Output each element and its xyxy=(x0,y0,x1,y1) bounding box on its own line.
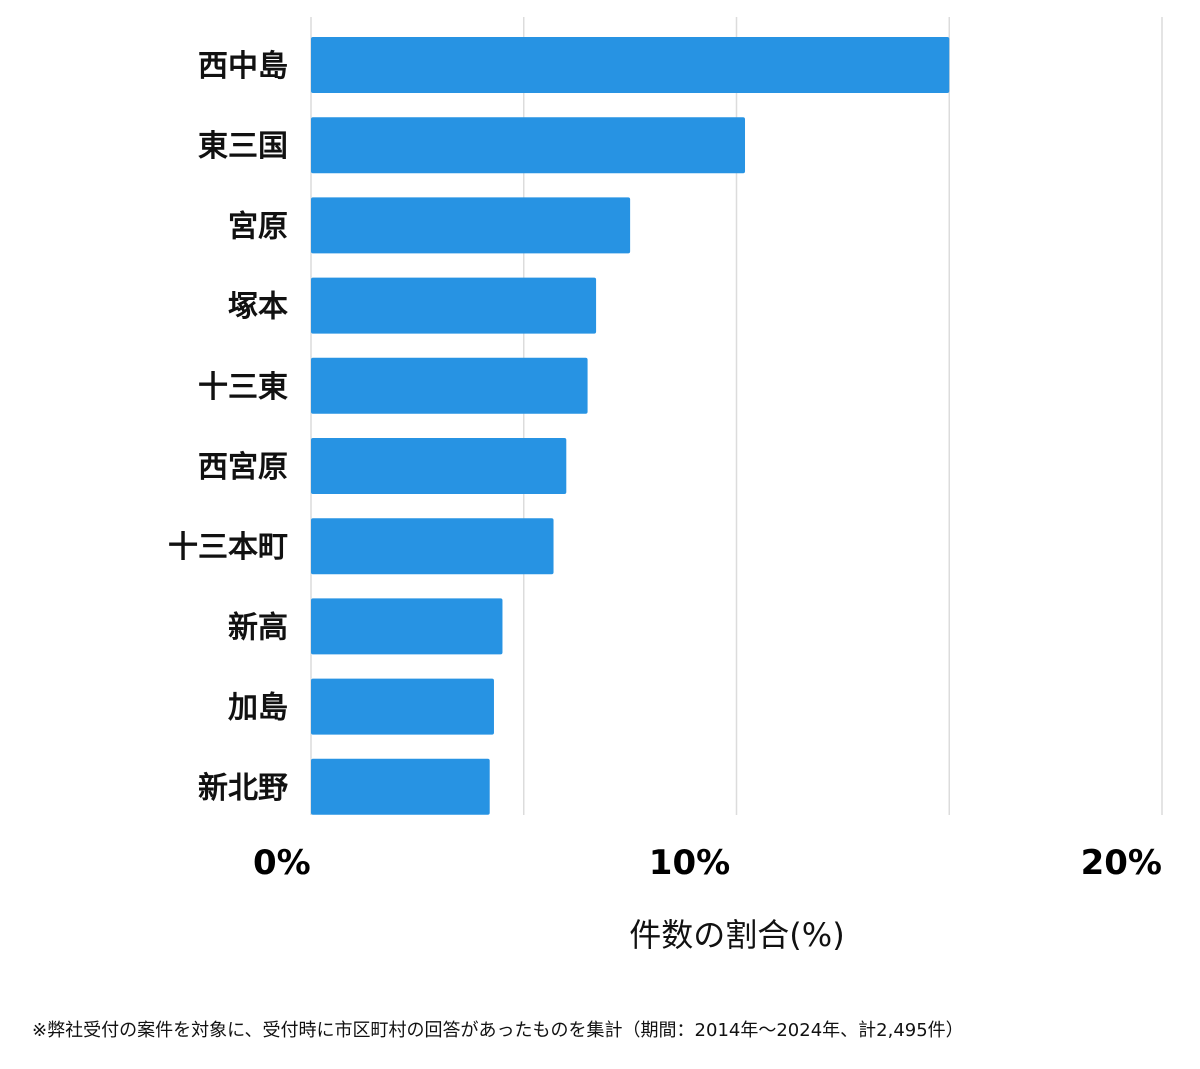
category-label: 新高 xyxy=(228,610,288,645)
bar xyxy=(311,518,554,575)
bars xyxy=(311,37,950,815)
x-tick-label: 10% xyxy=(649,843,730,883)
x-tick-label: 20% xyxy=(1081,843,1162,883)
x-tick-labels: 0% 10% 20% xyxy=(253,843,1162,883)
category-label: 西宮原 xyxy=(198,450,288,485)
bar xyxy=(311,197,631,254)
category-label: 十三本町 xyxy=(168,530,288,565)
bar xyxy=(311,678,494,735)
footnote: ※弊社受付の案件を対象に、受付時に市区町村の回答があったものを集計（期間：201… xyxy=(32,1020,964,1041)
category-label: 十三東 xyxy=(198,370,288,405)
x-axis-title: 件数の割合(%) xyxy=(629,916,844,954)
bar xyxy=(311,758,490,815)
bar xyxy=(311,277,597,334)
bar xyxy=(311,117,746,174)
category-label: 西中島 xyxy=(198,49,288,84)
bar xyxy=(311,37,950,93)
category-label: 加島 xyxy=(228,691,288,726)
category-label: 東三国 xyxy=(198,129,288,164)
category-label: 宮原 xyxy=(228,209,288,244)
x-tick-label: 0% xyxy=(253,843,311,883)
category-label: 新北野 xyxy=(198,771,288,806)
bar xyxy=(311,598,503,655)
bar xyxy=(311,357,588,414)
bar xyxy=(311,438,567,494)
category-label: 塚本 xyxy=(228,290,288,325)
